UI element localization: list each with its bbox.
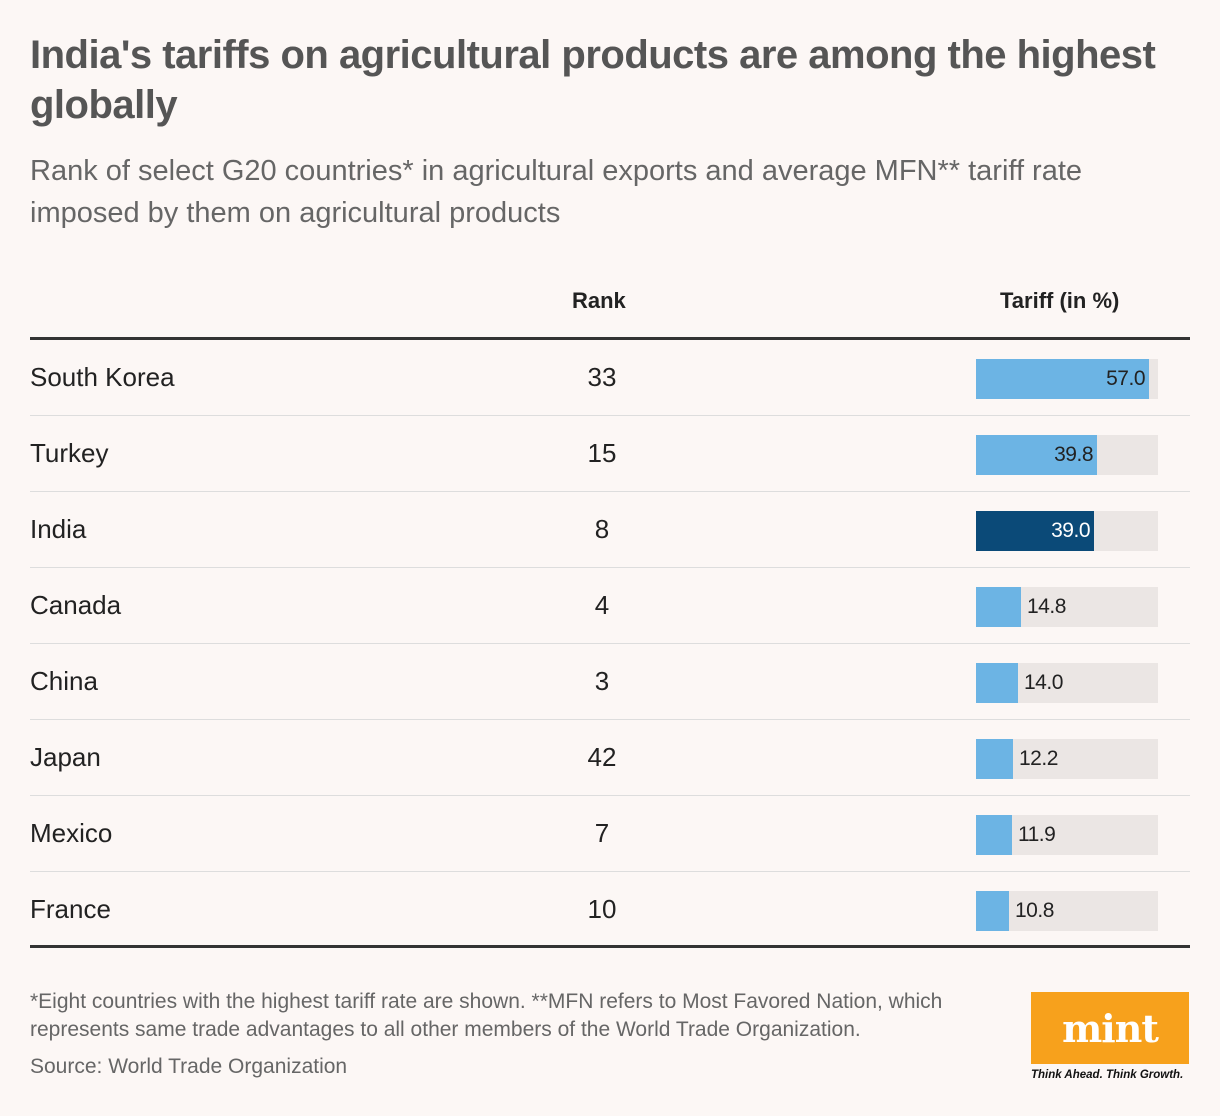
tariff-bar [976,815,1012,855]
logo-text: mint [1062,1005,1159,1051]
bar-track: 14.8 [976,587,1158,627]
country-label: China [30,666,98,696]
tariff-value-label: 10.8 [1015,899,1054,922]
bar-track: 12.2 [976,739,1158,779]
tariff-value-label: 39.0 [1051,519,1090,542]
rank-value: 8 [594,514,610,544]
tariff-value-label: 11.9 [1018,823,1056,846]
table-row: India 8 39.0 [30,492,1190,568]
table-row: China 3 14.0 [30,644,1190,720]
rank-value: 33 [587,362,617,392]
country-label: Turkey [30,438,109,468]
country-label: South Korea [30,362,175,392]
mint-logo: mint [1031,992,1189,1064]
tariff-bar [976,891,1009,931]
table-row: Mexico 7 11.9 [30,796,1190,872]
table-row: Japan 42 12.2 [30,720,1190,796]
tariff-bar [976,435,1097,475]
table-row: Canada 4 14.8 [30,568,1190,644]
country-label: Japan [30,742,101,772]
chart-subtitle: Rank of select G20 countries* in agricul… [30,155,1083,229]
bar-track: 10.8 [976,891,1158,931]
rank-value: 7 [594,818,610,848]
source-note: Source: World Trade Organization [30,1055,348,1078]
bar-track: 11.9 [976,815,1158,855]
rank-column-header: Rank [572,288,626,313]
chart-title: India's tariffs on agricultural products… [30,33,1156,127]
table-header: Rank Tariff (in %) [30,280,1190,340]
country-label: Canada [30,590,122,620]
table-row: France 10 10.8 [30,872,1190,948]
rank-value: 10 [587,894,617,924]
tariff-bar [976,359,1149,399]
tariff-bar [976,739,1013,779]
tariff-value-label: 14.0 [1024,671,1063,694]
logo-tagline: Think Ahead. Think Growth. [1031,1069,1184,1081]
rank-value: 42 [587,742,617,772]
bar-track: 39.0 [976,511,1158,551]
country-label: Mexico [30,818,113,848]
rank-value: 3 [594,666,610,696]
tariff-value-label: 12.2 [1019,747,1058,770]
tariff-bar [976,511,1094,551]
country-label: India [30,514,87,544]
tariff-bar [976,663,1018,703]
rank-value: 15 [587,438,617,468]
table-row: Turkey 15 39.8 [30,416,1190,492]
tariff-bar [976,587,1021,627]
country-label: France [30,894,111,924]
tariff-value-label: 57.0 [1106,367,1145,390]
rank-value: 4 [594,590,610,620]
table-body: South Korea 33 57.0 Turkey 15 39.8 India 8 39.0 C… [30,340,1190,948]
bar-track: 57.0 [976,359,1158,399]
footnote: *Eight countries with the highest tariff… [30,990,943,1041]
tariff-column-header: Tariff (in %) [1000,288,1120,313]
bar-track: 39.8 [976,435,1158,475]
bar-track: 14.0 [976,663,1158,703]
tariff-value-label: 39.8 [1054,443,1093,466]
table-row: South Korea 33 57.0 [30,340,1190,416]
tariff-value-label: 14.8 [1027,595,1066,618]
tariff-table: Rank Tariff (in %) South Korea 33 57.0 Turk… [30,280,1190,948]
